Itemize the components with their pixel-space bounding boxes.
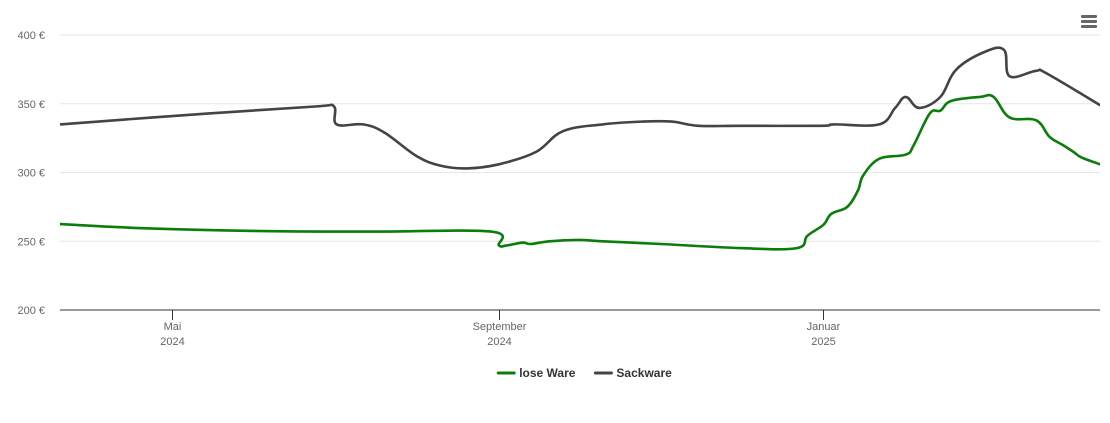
y-tick-label-300: 300 € <box>17 168 45 180</box>
legend-item-lose-ware[interactable]: lose Ware <box>496 366 576 380</box>
y-tick-label-350: 350 € <box>17 99 45 111</box>
x-axis-labels: Mai 2024 September 2024 Januar 2025 <box>160 310 841 348</box>
grid-lines <box>60 34 1100 242</box>
x-tick-label-year: 2024 <box>487 336 511 348</box>
x-tick-label-month: September <box>473 321 527 333</box>
y-tick-label-200: 200 € <box>17 305 45 317</box>
x-tick-label-month: Mai <box>164 321 182 333</box>
y-tick-label-400: 400 € <box>17 30 45 42</box>
y-axis-labels: 200 € 250 € 300 € 350 € 400 € <box>17 30 45 317</box>
legend-label[interactable]: lose Ware <box>519 366 576 380</box>
legend[interactable]: lose Ware Sackware <box>496 366 672 380</box>
series-lines <box>60 46 1100 251</box>
series-line-sackware[interactable] <box>60 46 1100 170</box>
chart-menu-button[interactable] <box>1074 8 1104 36</box>
y-tick-label-250: 250 € <box>17 236 45 248</box>
legend-item-sackware[interactable]: Sackware <box>593 366 672 380</box>
legend-label[interactable]: Sackware <box>616 366 672 380</box>
x-tick-label-year: 2024 <box>160 336 184 348</box>
series-line-lose-ware[interactable] <box>60 93 1100 251</box>
hamburger-menu-icon[interactable] <box>1081 15 1097 28</box>
x-tick-label-year: 2025 <box>811 336 835 348</box>
x-tick-label-month: Januar <box>807 321 841 333</box>
